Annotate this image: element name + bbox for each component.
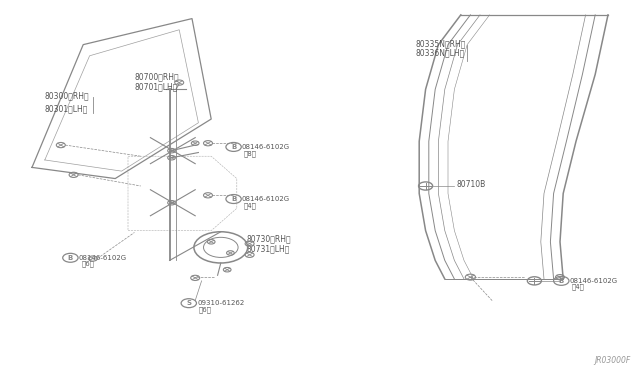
Text: 80701〈LH〉: 80701〈LH〉 [134, 82, 178, 91]
Text: 〈4〉: 〈4〉 [572, 284, 584, 291]
Text: S: S [186, 300, 191, 306]
Text: 08146-6102G: 08146-6102G [242, 196, 290, 202]
Text: B: B [68, 255, 73, 261]
Text: 〈6〉: 〈6〉 [81, 261, 94, 267]
Text: 09310-61262: 09310-61262 [197, 300, 244, 306]
Text: 〈6〉: 〈6〉 [199, 306, 212, 313]
Text: 08146-6102G: 08146-6102G [570, 278, 618, 284]
Text: 80730〈RH〉: 80730〈RH〉 [246, 235, 291, 244]
Text: 80301〈LH〉: 80301〈LH〉 [45, 105, 88, 113]
Text: JR03000F: JR03000F [594, 356, 630, 365]
Text: 08146-6102G: 08146-6102G [79, 255, 127, 261]
Text: B: B [231, 196, 236, 202]
Text: 80700〈RH〉: 80700〈RH〉 [134, 73, 179, 82]
Text: 08146-6102G: 08146-6102G [242, 144, 290, 150]
Text: 80336N〈LH〉: 80336N〈LH〉 [416, 49, 465, 58]
Text: B: B [231, 144, 236, 150]
Text: 〈4〉: 〈4〉 [244, 202, 257, 209]
Text: B: B [559, 278, 564, 284]
Text: 〈8〉: 〈8〉 [244, 150, 257, 157]
Text: 80300〈RH〉: 80300〈RH〉 [45, 92, 90, 100]
Text: 80335N〈RH〉: 80335N〈RH〉 [416, 39, 467, 48]
Text: 80731〈LH〉: 80731〈LH〉 [246, 244, 290, 253]
Text: 80710B: 80710B [456, 180, 486, 189]
